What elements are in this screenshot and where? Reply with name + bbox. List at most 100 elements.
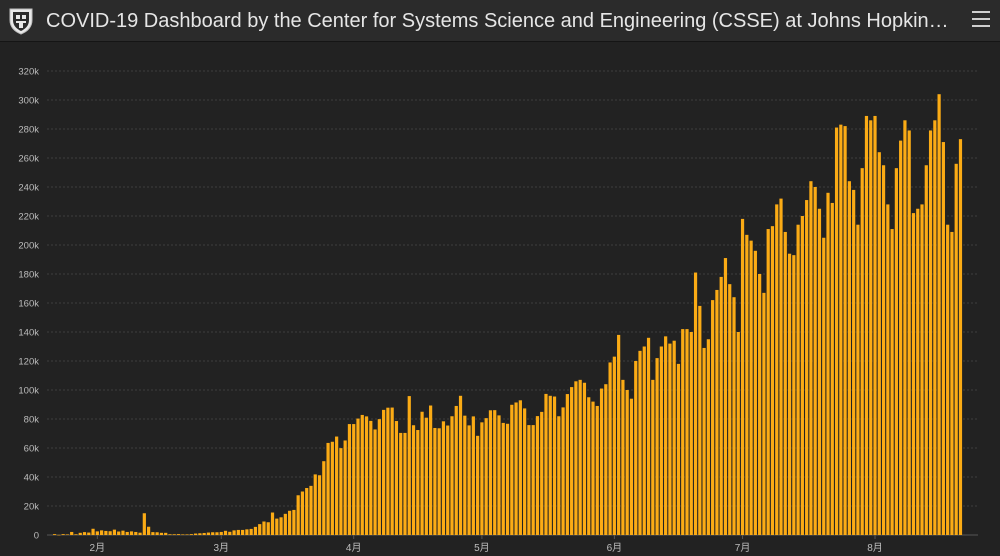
- bar[interactable]: [194, 533, 198, 535]
- bar[interactable]: [463, 415, 467, 535]
- bar[interactable]: [869, 120, 873, 536]
- bar[interactable]: [911, 213, 916, 535]
- bar[interactable]: [411, 425, 416, 535]
- bar[interactable]: [322, 461, 326, 535]
- bar[interactable]: [698, 305, 702, 535]
- bar[interactable]: [236, 529, 240, 535]
- bar[interactable]: [219, 531, 223, 535]
- bar[interactable]: [894, 168, 898, 535]
- bar[interactable]: [283, 513, 287, 535]
- bar[interactable]: [95, 531, 99, 536]
- bar[interactable]: [954, 163, 958, 536]
- bar[interactable]: [548, 395, 552, 535]
- bar[interactable]: [416, 430, 420, 535]
- bar[interactable]: [403, 432, 407, 535]
- bar[interactable]: [309, 485, 313, 535]
- bar[interactable]: [736, 332, 740, 535]
- bar[interactable]: [711, 300, 715, 535]
- bar[interactable]: [634, 361, 638, 535]
- bar[interactable]: [766, 229, 770, 536]
- bar[interactable]: [907, 130, 911, 535]
- bar[interactable]: [437, 428, 441, 535]
- bar[interactable]: [924, 165, 928, 535]
- bar[interactable]: [189, 534, 193, 535]
- bar[interactable]: [843, 126, 847, 535]
- bar[interactable]: [599, 388, 604, 535]
- bar[interactable]: [591, 401, 595, 535]
- bar[interactable]: [796, 224, 800, 535]
- bar[interactable]: [847, 181, 851, 535]
- bar[interactable]: [347, 424, 352, 535]
- bar[interactable]: [377, 419, 381, 535]
- bar[interactable]: [172, 534, 176, 535]
- bar[interactable]: [497, 415, 501, 536]
- bar[interactable]: [531, 425, 535, 535]
- bar[interactable]: [87, 532, 91, 535]
- bar[interactable]: [706, 339, 710, 535]
- bar[interactable]: [826, 192, 830, 536]
- bar[interactable]: [950, 231, 954, 535]
- bar[interactable]: [326, 442, 330, 535]
- bar[interactable]: [339, 448, 343, 535]
- bar[interactable]: [53, 534, 57, 535]
- bar[interactable]: [608, 362, 612, 535]
- bar[interactable]: [852, 189, 856, 535]
- bar[interactable]: [834, 127, 839, 536]
- bar[interactable]: [159, 532, 164, 535]
- bar[interactable]: [288, 510, 292, 535]
- bar[interactable]: [702, 347, 706, 535]
- bar[interactable]: [138, 532, 142, 535]
- bar[interactable]: [223, 530, 228, 535]
- bar[interactable]: [505, 423, 510, 535]
- bar[interactable]: [629, 398, 634, 535]
- bar[interactable]: [655, 358, 659, 535]
- bar[interactable]: [535, 416, 540, 535]
- bar[interactable]: [241, 529, 245, 535]
- bar[interactable]: [296, 495, 300, 535]
- bar[interactable]: [805, 200, 809, 536]
- bar[interactable]: [356, 418, 360, 535]
- bar[interactable]: [484, 418, 488, 535]
- bar[interactable]: [164, 532, 168, 535]
- bar[interactable]: [441, 421, 446, 535]
- bar[interactable]: [740, 218, 745, 535]
- bar[interactable]: [450, 416, 454, 535]
- bar[interactable]: [523, 408, 527, 535]
- bar[interactable]: [561, 407, 565, 535]
- bar[interactable]: [458, 395, 463, 535]
- bar[interactable]: [121, 530, 125, 535]
- bar[interactable]: [249, 528, 253, 535]
- hamburger-menu-icon[interactable]: [972, 11, 990, 29]
- bar[interactable]: [317, 475, 322, 535]
- bar[interactable]: [275, 518, 279, 535]
- bar[interactable]: [399, 432, 403, 535]
- bar[interactable]: [920, 204, 924, 535]
- bar[interactable]: [817, 208, 822, 535]
- bar[interactable]: [787, 253, 792, 535]
- bar[interactable]: [928, 130, 933, 535]
- bar[interactable]: [211, 532, 215, 535]
- bar[interactable]: [621, 379, 625, 535]
- bar[interactable]: [617, 334, 621, 535]
- bar[interactable]: [518, 400, 522, 535]
- bar[interactable]: [646, 337, 651, 535]
- bar[interactable]: [386, 407, 390, 535]
- bar[interactable]: [424, 417, 428, 535]
- bar[interactable]: [941, 142, 945, 536]
- bar[interactable]: [638, 350, 642, 535]
- bar[interactable]: [181, 534, 185, 535]
- bar[interactable]: [360, 414, 364, 535]
- bar[interactable]: [467, 425, 471, 535]
- bar[interactable]: [719, 276, 723, 535]
- bar[interactable]: [420, 411, 424, 535]
- bar[interactable]: [65, 534, 70, 535]
- bar[interactable]: [864, 115, 869, 535]
- bar[interactable]: [471, 416, 475, 535]
- bar[interactable]: [578, 379, 582, 535]
- bar[interactable]: [856, 224, 860, 535]
- bar[interactable]: [715, 289, 719, 535]
- bar[interactable]: [91, 528, 95, 535]
- bar[interactable]: [890, 229, 894, 536]
- bar[interactable]: [676, 363, 681, 535]
- bar[interactable]: [382, 409, 386, 535]
